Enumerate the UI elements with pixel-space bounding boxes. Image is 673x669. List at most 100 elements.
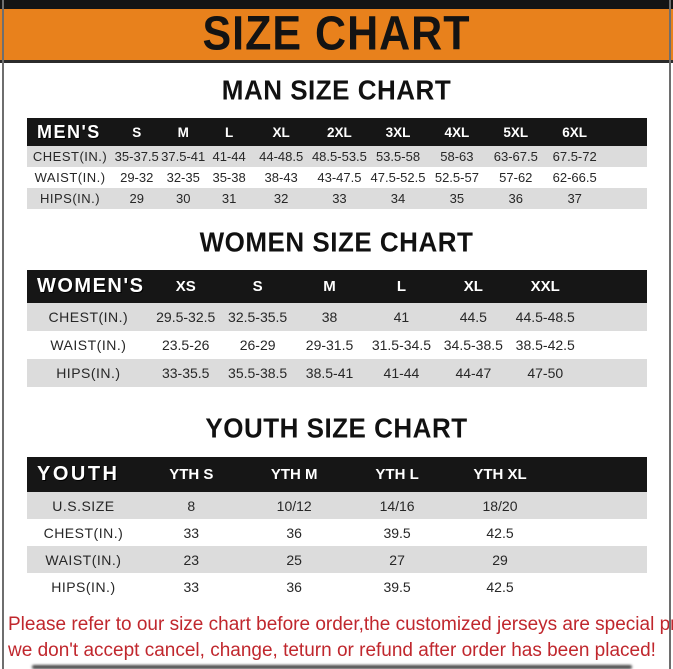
table-header-label: MEN'S (37, 121, 101, 142)
spacer-cell (581, 303, 647, 331)
size-value-cell: 14/16 (379, 497, 415, 514)
size-column-header: 5XL (503, 124, 529, 140)
table-row: HIPS(IN.) 29 30 31 32 33 34 35 36 37 (27, 188, 647, 209)
spacer-column (581, 270, 647, 303)
size-value-cell: 33 (183, 524, 200, 541)
size-value-cell: 23.5-26 (161, 337, 210, 353)
top-border-bar (0, 0, 673, 9)
spacer-cell (604, 188, 647, 209)
size-value-cell: 18/20 (482, 497, 518, 514)
size-value-cell: 42.5 (486, 524, 514, 541)
size-value-cell: 36 (286, 524, 302, 541)
spacer-cell (551, 546, 647, 573)
size-column-header: M (177, 124, 189, 140)
size-value-cell: 39.5 (383, 524, 411, 541)
row-label: WAIST(IN.) (34, 170, 106, 185)
size-value-cell: 29-32 (120, 170, 154, 185)
size-column-header: 6XL (562, 124, 588, 140)
size-value-cell: 10/12 (276, 497, 312, 514)
table-row: WAIST(IN.) 23.5-26 26-29 29-31.5 31.5-34.5 34… (27, 331, 647, 359)
spacer-column (604, 118, 647, 146)
table-row: HIPS(IN.) 33-35.5 35.5-38.5 38.5-41 41-44 44-… (27, 359, 647, 387)
table-row: WAIST(IN.) 23 25 27 29 (27, 546, 647, 573)
section-title-men: MAN SIZE CHART (221, 73, 452, 107)
size-value-cell: 37 (567, 191, 582, 206)
row-label: HIPS(IN.) (51, 578, 116, 595)
spacer-column (551, 457, 647, 492)
size-value-cell: 33 (183, 578, 200, 595)
section-title-women: WOMEN SIZE CHART (199, 225, 474, 259)
size-value-cell: 35-38 (212, 170, 246, 185)
women-table-slot: WOMEN'S XS S M L XL XXL CHEST(IN.) 29.5-32.5 32.5… (0, 270, 673, 387)
size-value-cell: 41-44 (383, 365, 420, 381)
size-value-cell: 52.5-57 (434, 170, 479, 185)
size-value-cell: 41 (393, 309, 410, 325)
size-value-cell: 67.5-72 (552, 149, 597, 164)
size-value-cell: 38.5-42.5 (515, 337, 575, 353)
table-header-row: WOMEN'S XS S M L XL XXL (27, 270, 647, 303)
size-value-cell: 42.5 (486, 578, 514, 595)
size-value-cell: 29-31.5 (305, 337, 354, 353)
size-value-cell: 43-47.5 (317, 170, 362, 185)
size-value-cell: 58-63 (440, 149, 474, 164)
size-value-cell: 29.5-32.5 (156, 309, 216, 325)
size-value-cell: 23 (183, 551, 200, 568)
table-row: CHEST(IN.) 35-37.5 37.5-41 41-44 44-48.5 48.5… (27, 146, 647, 167)
youth-table-slot: YOUTH YTH S YTH M YTH L YTH XL U.S.SIZE 8 10/12… (0, 457, 673, 600)
size-column-header: YTH L (375, 466, 419, 483)
banner: SIZE CHART (0, 7, 673, 63)
size-value-cell: 57-62 (499, 170, 533, 185)
size-column-header: XXL (530, 278, 560, 295)
footer-line-1: Please refer to our size chart before or… (8, 614, 673, 635)
size-value-cell: 32 (273, 191, 289, 206)
size-value-cell: 33-35.5 (161, 365, 210, 381)
size-value-cell: 34.5-38.5 (443, 337, 503, 353)
page-title: SIZE CHART (202, 7, 471, 61)
size-value-cell: 26-29 (239, 337, 276, 353)
size-value-cell: 36 (508, 191, 524, 206)
size-value-cell: 25 (286, 551, 302, 568)
size-value-cell: 35-37.5 (114, 149, 159, 164)
size-column-header: YTH XL (473, 466, 527, 483)
size-value-cell: 31 (221, 191, 237, 206)
size-table: MEN'S S M L XL 2XL 3XL 4XL 5XL 6XL CHEST(IN.) 35-37… (27, 118, 647, 209)
size-value-cell: 32-35 (166, 170, 200, 185)
size-value-cell: 38 (321, 309, 338, 325)
size-column-header: XS (175, 278, 196, 295)
size-column-header: 2XL (327, 124, 352, 140)
spacer-cell (604, 167, 647, 188)
size-value-cell: 48.5-53.5 (311, 149, 367, 164)
size-value-cell: 32.5-35.5 (228, 309, 288, 325)
size-column-header: 4XL (444, 124, 470, 140)
section-men: MAN SIZE CHART MEN'S S M L XL 2XL 3XL 4XL 5XL 6XL… (0, 73, 673, 209)
size-column-header: YTH M (270, 466, 318, 483)
size-column-header: S (252, 278, 263, 295)
size-value-cell: 63-67.5 (493, 149, 538, 164)
row-label: CHEST(IN.) (43, 524, 124, 541)
size-value-cell: 47-50 (527, 365, 564, 381)
size-column-header: S (132, 124, 142, 140)
size-column-header: L (396, 278, 407, 295)
size-value-cell: 38-43 (264, 170, 298, 185)
row-label: HIPS(IN.) (40, 191, 101, 206)
size-value-cell: 34 (390, 191, 406, 206)
size-value-cell: 44.5 (459, 309, 487, 325)
size-value-cell: 29 (129, 191, 144, 206)
size-column-header: M (323, 278, 336, 295)
table-header-label: YOUTH (37, 463, 120, 485)
row-label: U.S.SIZE (52, 497, 115, 514)
size-value-cell: 30 (175, 191, 191, 206)
left-edge-line (2, 0, 4, 669)
table-row: HIPS(IN.) 33 36 39.5 42.5 (27, 573, 647, 600)
spacer-cell (604, 146, 647, 167)
size-value-cell: 31.5-34.5 (371, 337, 432, 353)
row-label: WAIST(IN.) (50, 337, 127, 353)
size-column-header: XL (272, 124, 290, 140)
size-value-cell: 33 (332, 191, 347, 206)
spacer-cell (551, 573, 647, 600)
section-youth: YOUTH SIZE CHART YOUTH YTH S YTH M YTH L YTH… (0, 412, 673, 600)
size-column-header: XL (463, 278, 483, 295)
men-table-slot: MEN'S S M L XL 2XL 3XL 4XL 5XL 6XL CHEST(IN.) 35-37… (0, 118, 673, 209)
row-label: WAIST(IN.) (45, 551, 122, 568)
